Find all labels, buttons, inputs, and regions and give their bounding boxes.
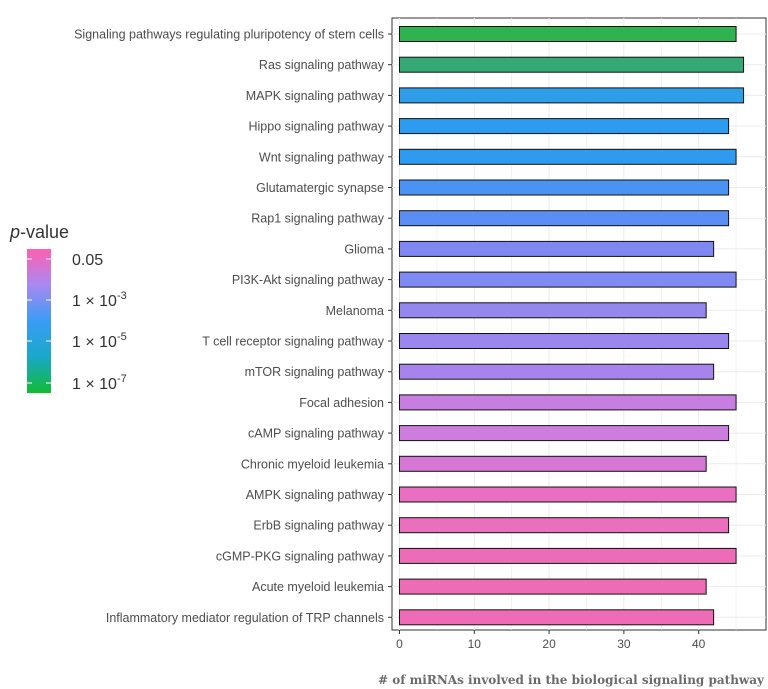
bar [398,455,707,472]
bar [398,486,737,503]
bar [398,302,707,319]
bars [398,26,745,626]
bar [398,210,730,227]
y-axis-labels: Signaling pathways regulating pluripoten… [74,28,392,625]
bar [398,609,715,626]
bar [398,148,737,165]
x-tick-label: 40 [692,637,706,651]
bar [398,56,745,73]
legend-label: 0.05 [72,252,103,269]
legend-label: 1 × 10-3 [72,290,127,310]
bar [398,179,730,196]
panel-background [391,17,767,631]
y-tick-label: Signaling pathways regulating pluripoten… [74,28,384,42]
y-tick-label: T cell receptor signaling pathway [202,335,385,349]
y-tick-label: PI3K-Akt signaling pathway [232,273,385,287]
bar [398,271,737,288]
y-tick-label: AMPK signaling pathway [246,488,385,502]
legend-ticks [27,258,51,384]
legend-label: 1 × 10-5 [72,331,127,351]
bar [398,87,745,104]
legend-title-italic: p [9,222,20,242]
y-tick-label: Inflammatory mediator regulation of TRP … [106,611,384,625]
y-tick-label: Acute myeloid leukemia [252,580,384,594]
x-axis: 0 10 20 30 40 [396,630,706,651]
bar [398,240,715,257]
bar [398,578,707,595]
bar [398,517,730,534]
y-tick-label: ErbB signaling pathway [253,519,384,533]
legend-labels: 0.05 1 × 10-3 1 × 10-5 1 × 10-7 [72,252,127,393]
legend: p-value 0.05 1 × 10-3 1 × 10-5 1 × 10-7 [9,222,127,393]
y-tick-label: Hippo signaling pathway [248,120,384,134]
y-tick-label: Rap1 signaling pathway [251,212,384,226]
legend-colorbar [27,249,51,393]
y-tick-label: Chronic myeloid leukemia [241,457,384,471]
x-tick-label: 10 [468,637,482,651]
x-tick-label: 20 [542,637,556,651]
y-tick-label: cGMP-PKG signaling pathway [216,549,385,563]
bar [398,547,737,564]
y-tick-label: MAPK signaling pathway [246,89,385,103]
bar [398,363,715,380]
y-tick-label: Ras signaling pathway [259,58,385,72]
y-tick-label: mTOR signaling pathway [245,365,385,379]
y-tick-label: Glutamatergic synapse [256,181,384,195]
bar [398,333,730,349]
y-tick-label: Wnt signaling pathway [259,150,385,164]
y-tick-label: Focal adhesion [299,396,384,410]
bar [398,118,730,135]
x-tick-label: 0 [396,637,403,651]
x-tick-label: 30 [617,637,631,651]
y-tick-label: Glioma [344,242,384,256]
bar [398,394,737,411]
bar [398,26,737,42]
y-tick-label: Melanoma [326,304,384,318]
x-axis-title: # of miRNAs involved in the biological s… [378,673,765,687]
y-tick-label: cAMP signaling pathway [248,427,385,441]
legend-title-rest: -value [20,222,69,242]
bar [398,425,730,442]
legend-label: 1 × 10-7 [72,373,127,393]
legend-title: p-value [9,222,69,242]
